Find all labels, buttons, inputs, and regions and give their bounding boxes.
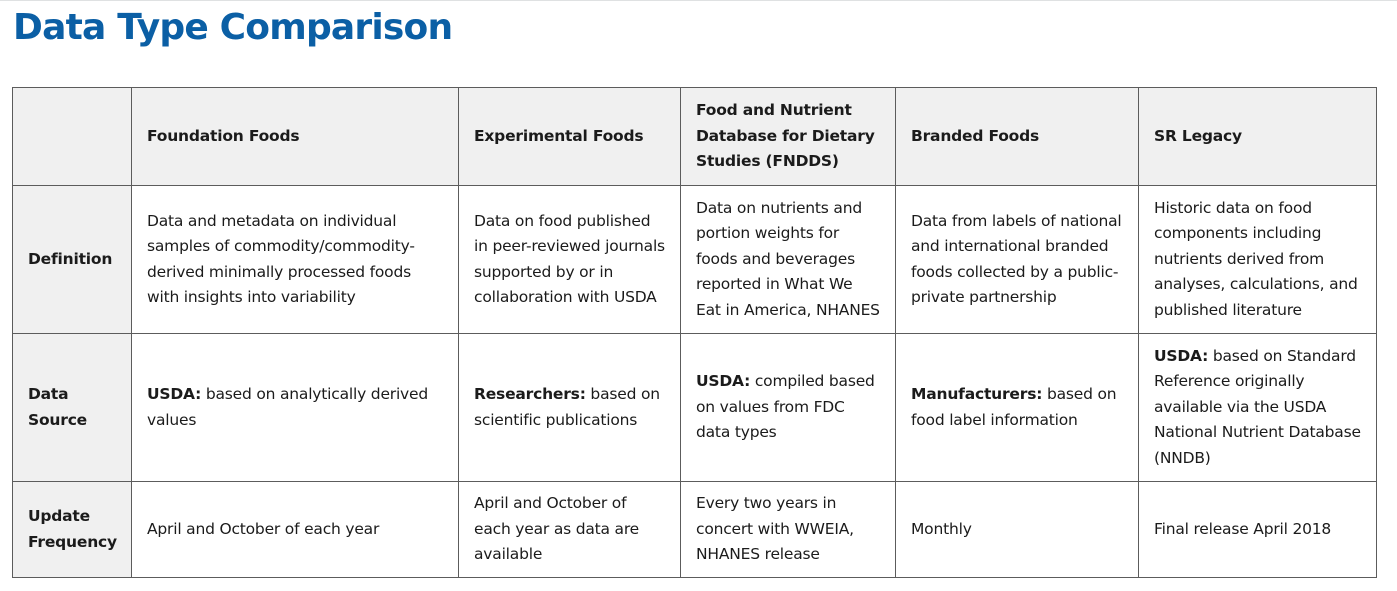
row-header-data-source: Data Source — [12, 333, 132, 482]
table-corner-cell — [12, 87, 132, 186]
table-cell: Monthly — [895, 481, 1139, 578]
table-cell: Data and metadata on individual samples … — [131, 185, 459, 334]
data-type-comparison-table: Foundation Foods Experimental Foods Food… — [12, 87, 1377, 578]
source-text: compiled based on values from FDC data t… — [696, 372, 875, 442]
column-header-foundation-foods: Foundation Foods — [131, 87, 459, 186]
page-title: Data Type Comparison — [13, 7, 453, 48]
table-cell: USDA: based on analytically derived valu… — [131, 333, 459, 482]
table-row-data-source: Data Source USDA: based on analytically … — [12, 333, 1377, 482]
table-cell: April and October of each year as data a… — [458, 481, 681, 578]
table-cell: Historic data on food components includi… — [1138, 185, 1377, 334]
source-text: based on scientific publications — [474, 385, 660, 429]
table-cell: April and October of each year — [131, 481, 459, 578]
table-cell: USDA: compiled based on values from FDC … — [680, 333, 896, 482]
source-label: Manufacturers: — [911, 385, 1043, 403]
row-header-definition: Definition — [12, 185, 132, 334]
source-text: based on food label information — [911, 385, 1117, 429]
table-row-definition: Definition Data and metadata on individu… — [12, 185, 1377, 334]
column-header-fndds: Food and Nutrient Database for Dietary S… — [680, 87, 896, 186]
table-cell: Final release April 2018 — [1138, 481, 1377, 578]
column-header-experimental-foods: Experimental Foods — [458, 87, 681, 186]
source-label: USDA: — [147, 385, 202, 403]
source-label: USDA: — [1154, 346, 1209, 365]
source-label: Researchers: — [474, 385, 586, 403]
row-header-update-frequency: Update Frequency — [12, 481, 132, 578]
column-header-sr-legacy: SR Legacy — [1138, 87, 1377, 186]
table-cell: Every two years in concert with WWEIA, N… — [680, 481, 896, 578]
table-cell: Data on nutrients and portion weights fo… — [680, 185, 896, 334]
table-cell: Researchers: based on scientific publica… — [458, 333, 681, 482]
table-cell: Manufacturers: based on food label infor… — [895, 333, 1139, 482]
table-row-update-frequency: Update Frequency April and October of ea… — [12, 481, 1377, 578]
source-label: USDA: — [696, 372, 751, 391]
table-cell: Data on food published in peer-reviewed … — [458, 185, 681, 334]
table-cell: Data from labels of national and interna… — [895, 185, 1139, 334]
column-header-branded-foods: Branded Foods — [895, 87, 1139, 186]
source-text: based on analytically derived values — [147, 385, 429, 429]
table-header-row: Foundation Foods Experimental Foods Food… — [12, 87, 1377, 186]
top-divider — [0, 0, 1397, 1]
source-text: based on Standard Reference originally a… — [1154, 346, 1361, 467]
table-cell: USDA: based on Standard Reference origin… — [1138, 333, 1377, 482]
